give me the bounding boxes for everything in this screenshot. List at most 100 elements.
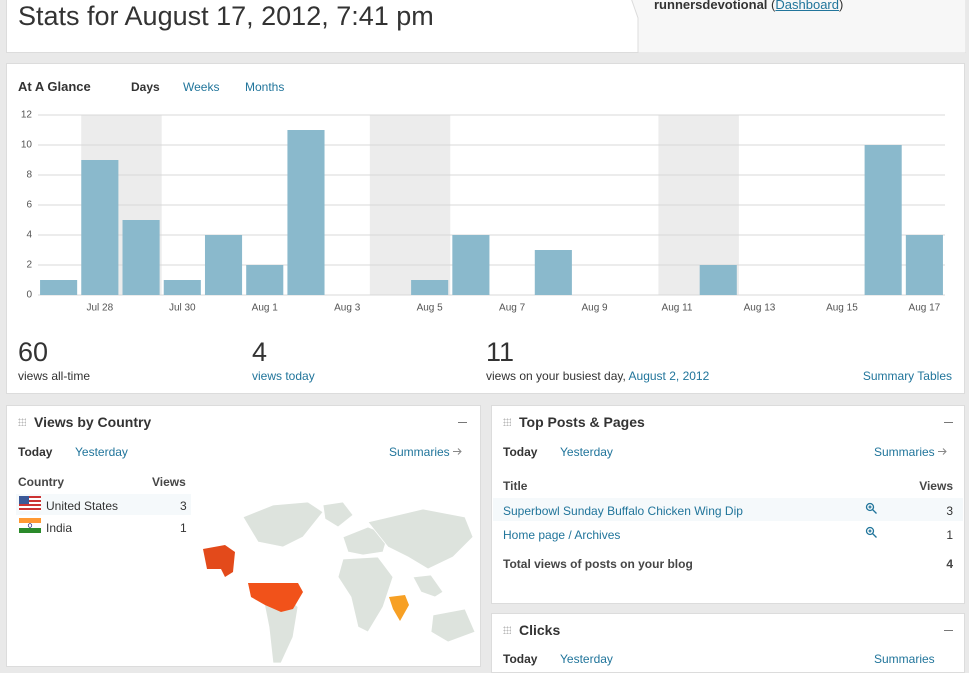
y-tick-label: 2 [26,260,32,271]
bar [163,280,201,295]
x-tick-label: Jul 28 [86,303,113,314]
y-tick-label: 4 [26,230,32,241]
best-date-link[interactable]: August 2, 2012 [628,369,710,383]
bar [204,235,243,295]
region-us [248,583,303,612]
stat-label: views all-time [18,369,91,383]
bar [411,280,449,295]
x-tick-label: Aug 9 [581,303,608,314]
summaries-link[interactable]: Summaries [874,652,935,666]
collapse-icon[interactable] [458,422,467,423]
x-tick-label: Aug 3 [334,303,361,314]
flag-india [19,518,41,533]
post-link[interactable]: Home page / Archives [503,528,621,542]
column-header: Country [18,475,64,489]
x-tick-label: Aug 13 [744,303,776,314]
bar [40,280,78,295]
row-highlight [16,494,191,515]
post-link[interactable]: Superbowl Sunday Buffalo Chicken Wing Di… [503,504,743,518]
tab[interactable]: Today [503,445,538,459]
collapse-icon[interactable] [944,630,953,631]
stat-link[interactable]: views today [252,369,315,383]
zoom-icon[interactable] [865,502,878,515]
panel-title: Top Posts & Pages [519,414,645,430]
country-views: 3 [180,499,187,513]
column-header: Views [152,475,186,489]
stat-number: 4 [252,337,268,367]
username: runnersdevotional [654,0,768,12]
row-highlight [493,498,963,521]
y-tick-label: 6 [26,200,32,211]
drag-handle [18,418,26,426]
stat-label: views on your busiest day, August 2, 201… [486,369,709,383]
bar [452,235,490,295]
total-label: Total views of posts on your blog [503,557,693,571]
stat-label: views on your busiest day, [486,369,626,383]
bar [534,250,572,295]
flag-us [19,496,41,511]
post-views: 1 [946,528,953,542]
y-tick-label: 10 [21,140,33,151]
tab[interactable]: Yesterday [560,652,613,666]
x-tick-label: Jul 30 [169,303,196,314]
panel-title: Clicks [519,622,561,638]
panel-title: Views by Country [34,414,152,430]
summaries-text: Summaries [874,445,935,459]
region-india [389,595,409,621]
zoom-icon[interactable] [865,526,878,539]
y-tick-label: 0 [26,290,32,301]
x-tick-label: Aug 5 [417,303,444,314]
bar [905,235,943,295]
tab[interactable]: Today [18,445,53,459]
arrow-icon [938,448,947,455]
country-name: India [46,521,73,535]
x-tick-label: Aug 7 [499,303,526,314]
summary-tables-link[interactable]: Summary Tables [862,369,952,383]
paren: ( [771,0,776,12]
tab[interactable]: Today [503,652,538,666]
user-links: runnersdevotional (Dashboard) [654,0,843,12]
paren: ) [839,0,844,12]
drag-handle [503,626,511,634]
column-header: Views [919,479,953,493]
region-alaska [203,545,235,577]
country-views: 1 [180,521,187,535]
dashboard-link[interactable]: Dashboard [775,0,839,12]
glance-title: At A Glance [18,79,91,94]
arrow-icon [453,448,462,455]
tab[interactable]: Yesterday [75,445,128,459]
stat-number: 11 [486,337,515,367]
summaries-link[interactable]: Summaries [389,445,462,459]
tab[interactable]: Months [245,80,285,94]
header-notch [631,0,966,53]
x-tick-label: Aug 11 [662,303,693,314]
bar [287,130,325,295]
drag-handle [503,418,511,426]
country-name: United States [46,499,119,513]
x-tick-label: Aug 17 [909,303,941,314]
x-tick-label: Aug 15 [826,303,858,314]
bar [81,160,119,295]
column-header: Title [503,479,528,493]
tab[interactable]: Yesterday [560,445,613,459]
total-value: 4 [946,557,953,571]
tab[interactable]: Days [131,80,160,94]
x-tick-label: Aug 1 [252,303,279,314]
bar [246,265,284,295]
post-views: 3 [946,504,953,518]
stat-number: 60 [18,337,49,367]
bar [122,220,160,295]
world-map [203,501,476,663]
bar [699,265,737,295]
tab[interactable]: Weeks [183,80,220,94]
y-tick-label: 8 [26,170,32,181]
y-tick-label: 12 [21,110,33,121]
page-title: Stats for August 17, 2012, 7:41 pm [18,1,434,31]
glance-panel [6,63,965,394]
collapse-icon[interactable] [944,422,953,423]
bar [864,145,902,295]
summaries-text: Summaries [389,445,450,459]
views-chart: 0 2 4 6 8 10 12 Jul 28 Jul 30 Aug 1 Aug 3 Aug 5 Aug … [21,110,945,314]
summaries-link[interactable]: Summaries [874,445,947,459]
